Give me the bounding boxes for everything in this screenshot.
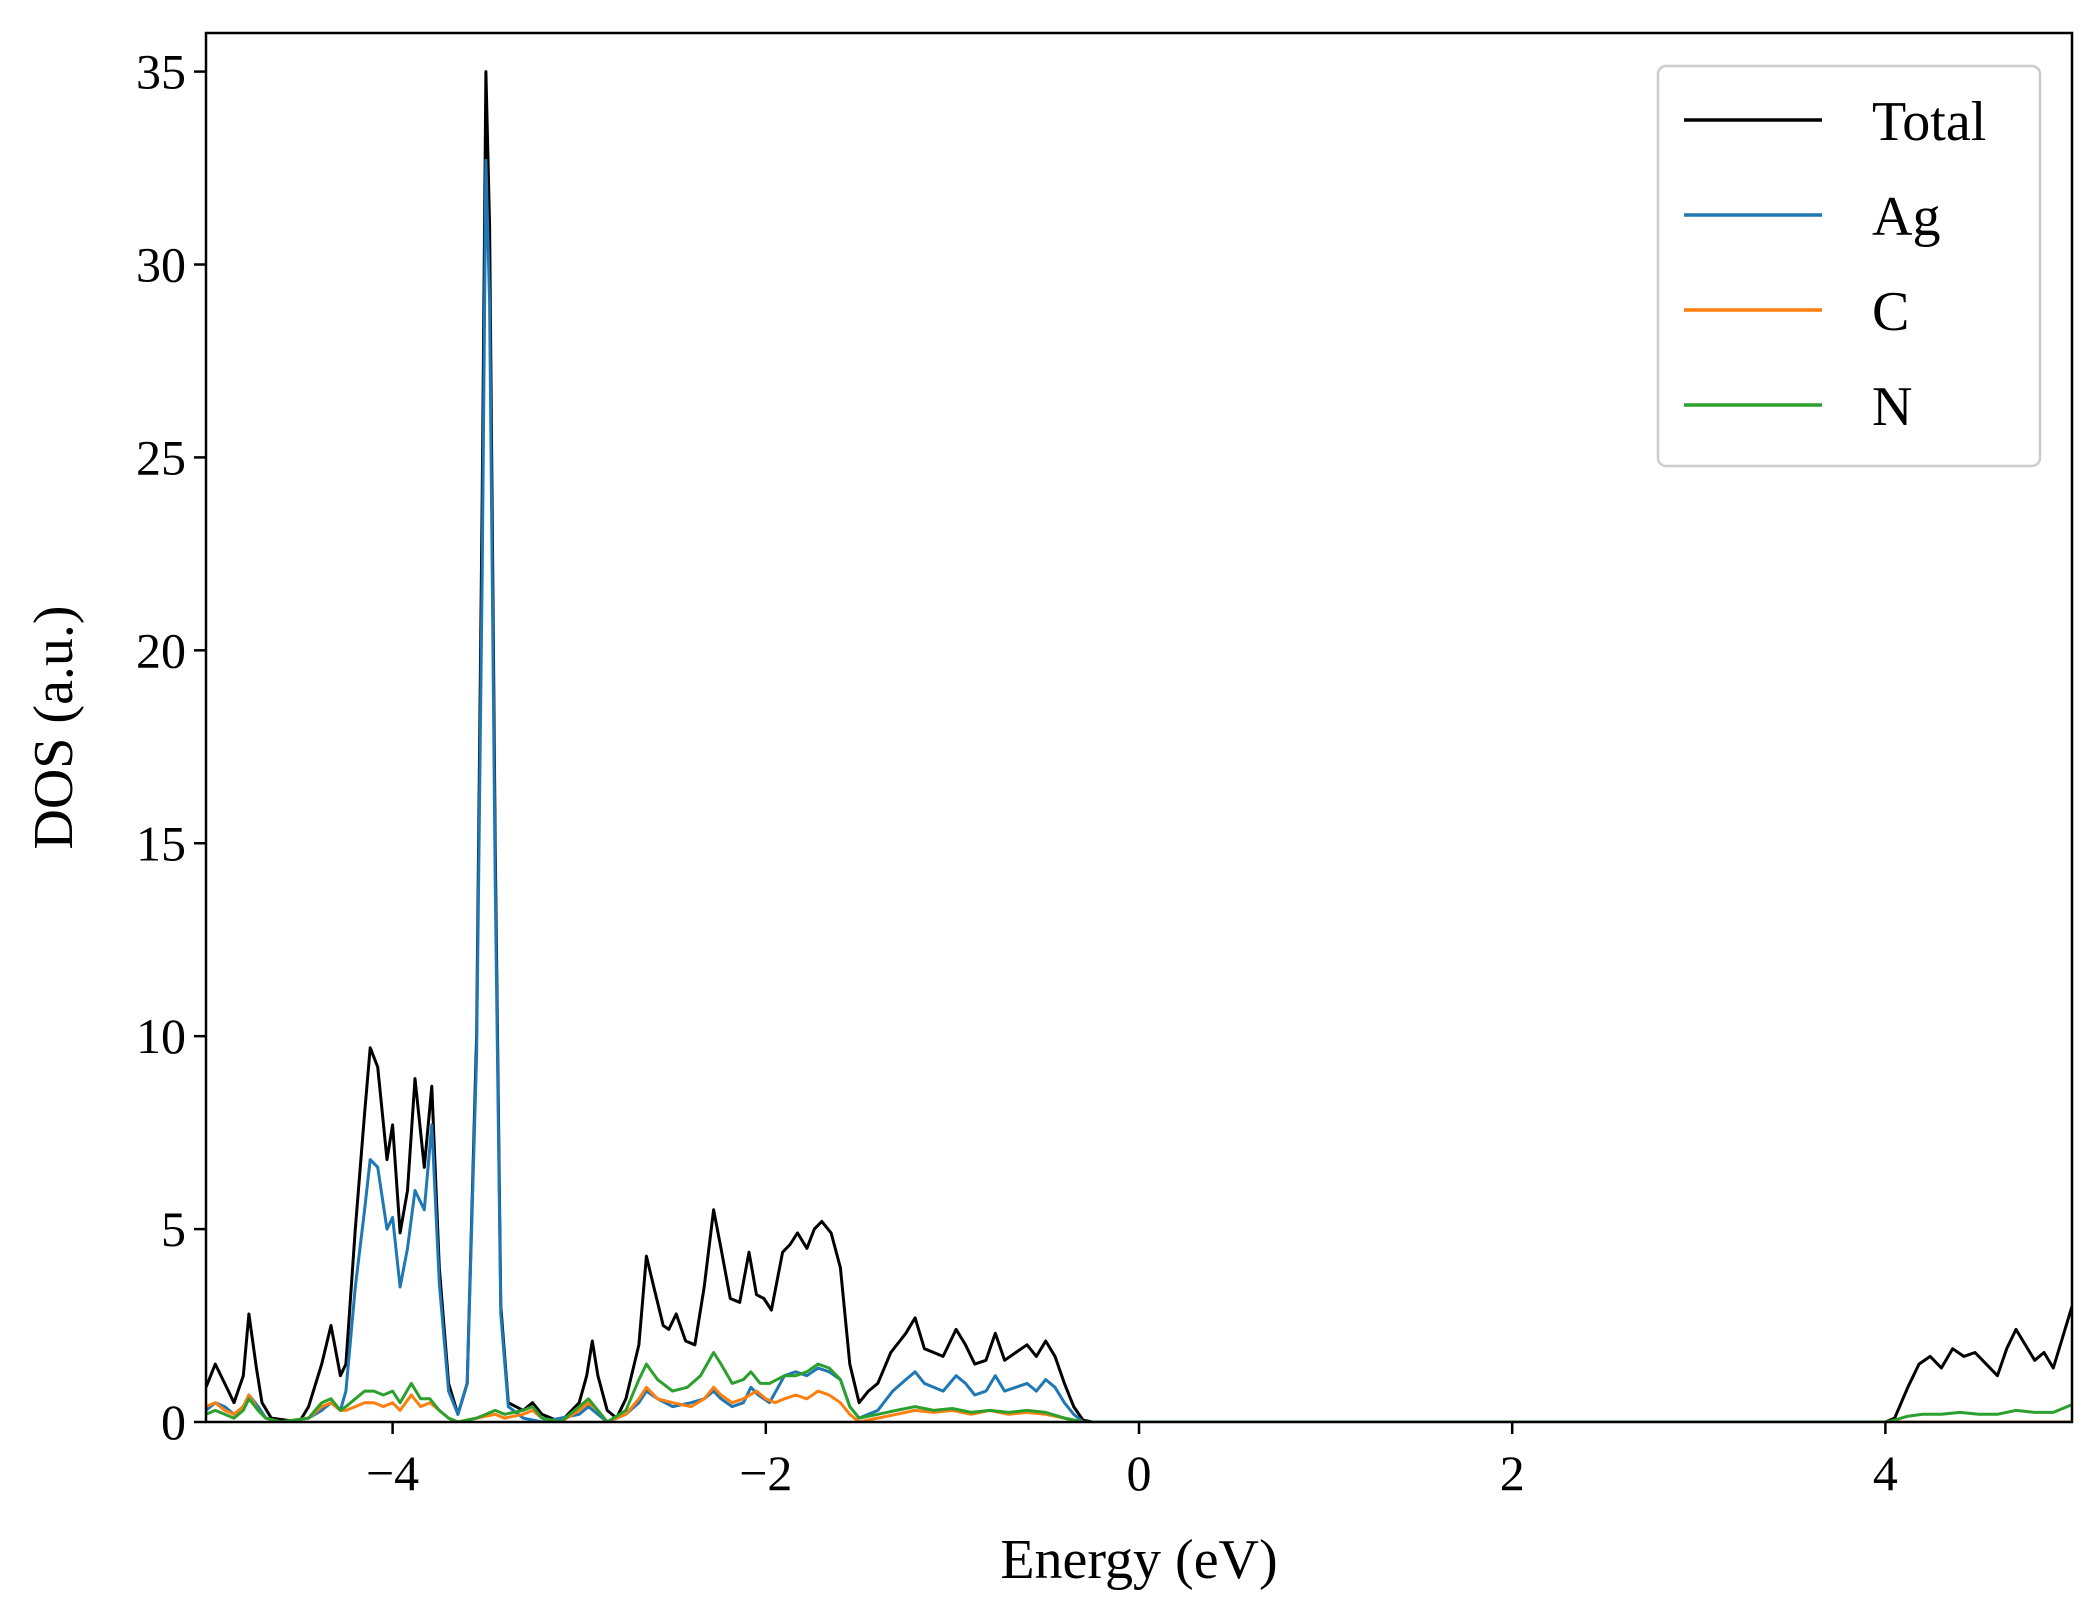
y-tick-label: 5 xyxy=(161,1201,186,1257)
legend-frame xyxy=(1656,64,2042,468)
x-tick-label: −2 xyxy=(739,1445,792,1501)
y-axis-ticks: 0 5 10 15 20 25 30 35 xyxy=(136,44,206,1450)
legend-label-n: N xyxy=(1872,376,1912,438)
legend-label-total: Total xyxy=(1872,91,1986,153)
series-line-ag xyxy=(206,158,2072,1422)
legend-label-c: C xyxy=(1872,281,1909,343)
legend-label-ag: Ag xyxy=(1872,186,1940,248)
y-tick-label: 25 xyxy=(136,429,186,485)
x-axis-ticks: −4 −2 0 2 4 xyxy=(366,1422,1898,1501)
x-tick-label: 0 xyxy=(1127,1445,1152,1501)
x-tick-label: 4 xyxy=(1873,1445,1898,1501)
x-tick-label: −4 xyxy=(366,1445,419,1501)
y-tick-label: 20 xyxy=(136,622,186,678)
x-tick-label: 2 xyxy=(1500,1445,1525,1501)
y-axis-title: DOS (a.u.) xyxy=(23,605,85,849)
y-tick-label: 0 xyxy=(161,1394,186,1450)
x-axis-title: Energy (eV) xyxy=(1000,1529,1277,1591)
y-tick-label: 10 xyxy=(136,1008,186,1064)
legend: Total Ag CN xyxy=(1656,64,2042,468)
y-tick-label: 15 xyxy=(136,815,186,871)
y-tick-label: 35 xyxy=(136,44,186,100)
y-tick-label: 30 xyxy=(136,237,186,293)
series-line-n xyxy=(206,1351,2072,1422)
